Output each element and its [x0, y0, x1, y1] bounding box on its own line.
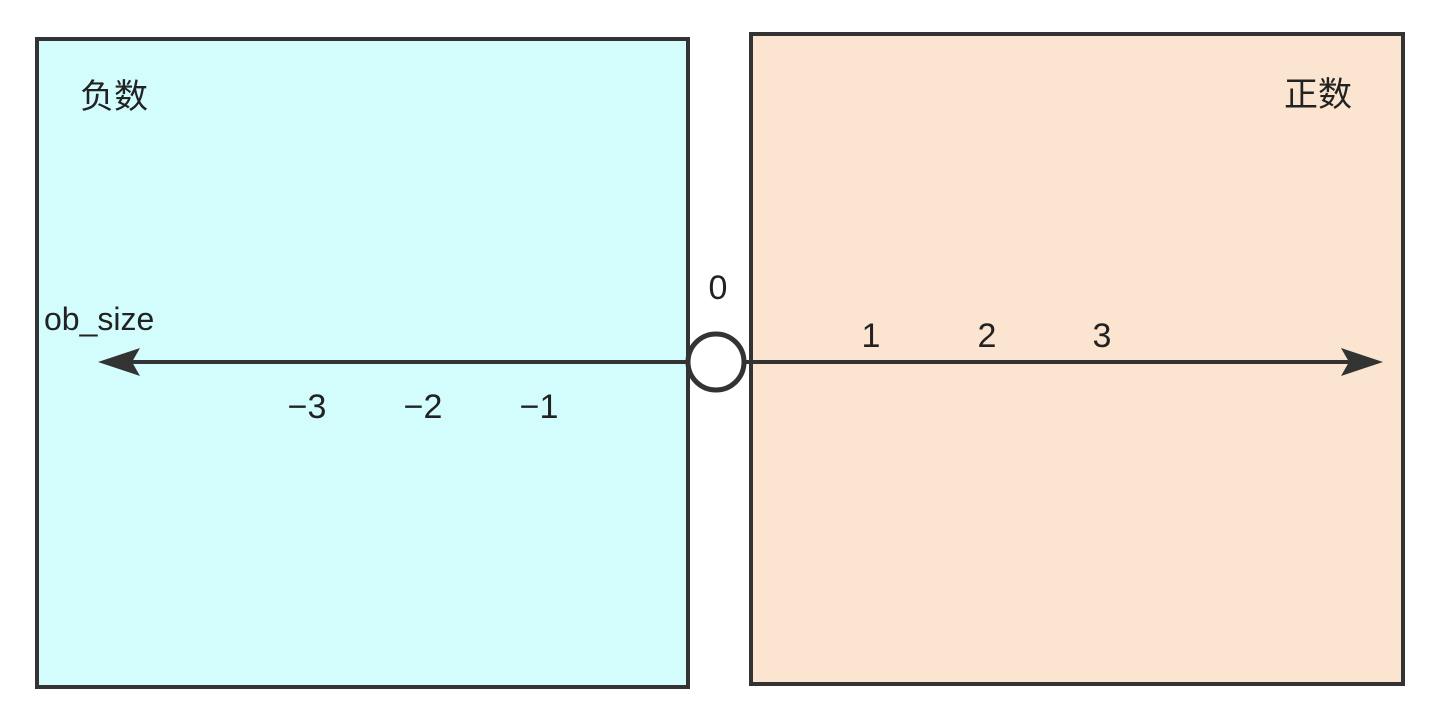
origin-circle [685, 331, 747, 393]
positive-tick-label: 3 [1093, 317, 1112, 355]
negative-tick-label: −1 [520, 388, 559, 426]
positive-tick-label: 2 [978, 317, 997, 355]
negative-tick-label: −2 [404, 388, 443, 426]
positive-arrowhead [1341, 348, 1383, 376]
positive-panel [749, 32, 1405, 686]
positive-tick-label: 1 [862, 317, 881, 355]
origin-label: 0 [709, 269, 728, 307]
positive-panel-label: 正数 [1284, 75, 1352, 115]
negative-arrowhead [98, 348, 140, 376]
axis-label: ob_size [44, 301, 154, 337]
negative-tick-label: −3 [288, 388, 327, 426]
negative-panel-label: 负数 [80, 77, 148, 117]
